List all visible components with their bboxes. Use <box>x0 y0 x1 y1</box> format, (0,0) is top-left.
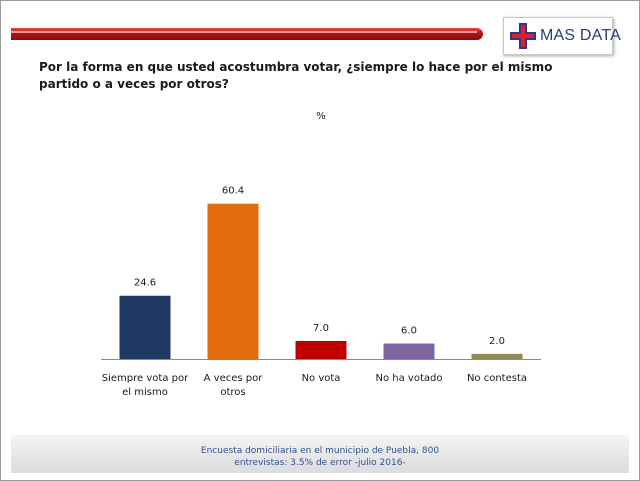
category-label-0-0: Siempre vota por <box>102 373 189 384</box>
bar-2 <box>295 341 347 359</box>
unit-label: % <box>316 111 326 122</box>
header-bar <box>11 28 483 40</box>
category-label-0-1: el mismo <box>122 387 168 398</box>
bar-0 <box>119 295 171 359</box>
data-label-4: 2.0 <box>489 336 505 347</box>
logo-text: MAS DATA <box>540 27 622 44</box>
category-label-1-1: otros <box>220 387 245 398</box>
data-label-1: 60.4 <box>222 186 244 197</box>
data-label-0: 24.6 <box>134 278 156 289</box>
bar-chart: 24.6 Siempre vota por el mismo 60.4 A veces … <box>101 186 541 398</box>
category-label-3-0: No ha votado <box>376 373 443 384</box>
data-label-3: 6.0 <box>401 326 417 337</box>
category-label-1-0: A veces por <box>204 373 264 384</box>
footer-band: Encuesta domiciliaria en el municipio de… <box>11 435 629 473</box>
medical-cross-icon <box>510 23 536 49</box>
chart-title: Por la forma en que usted acostumbra vot… <box>39 60 553 91</box>
bar-1 <box>207 203 259 359</box>
data-label-2: 7.0 <box>313 323 329 334</box>
category-label-4-0: No contesta <box>467 373 527 384</box>
footer-text: Encuesta domiciliaria en el municipio de… <box>11 445 629 469</box>
footer-line-1: Encuesta domiciliaria en el municipio de… <box>200 446 440 456</box>
mas-data-logo: MAS DATA <box>503 17 621 55</box>
bar-3 <box>383 343 435 359</box>
category-label-2-0: No vota <box>302 373 341 384</box>
bar-4 <box>471 353 523 359</box>
footer-line-2: entrevistas: 3.5% de error -julio 2016- <box>234 458 406 468</box>
